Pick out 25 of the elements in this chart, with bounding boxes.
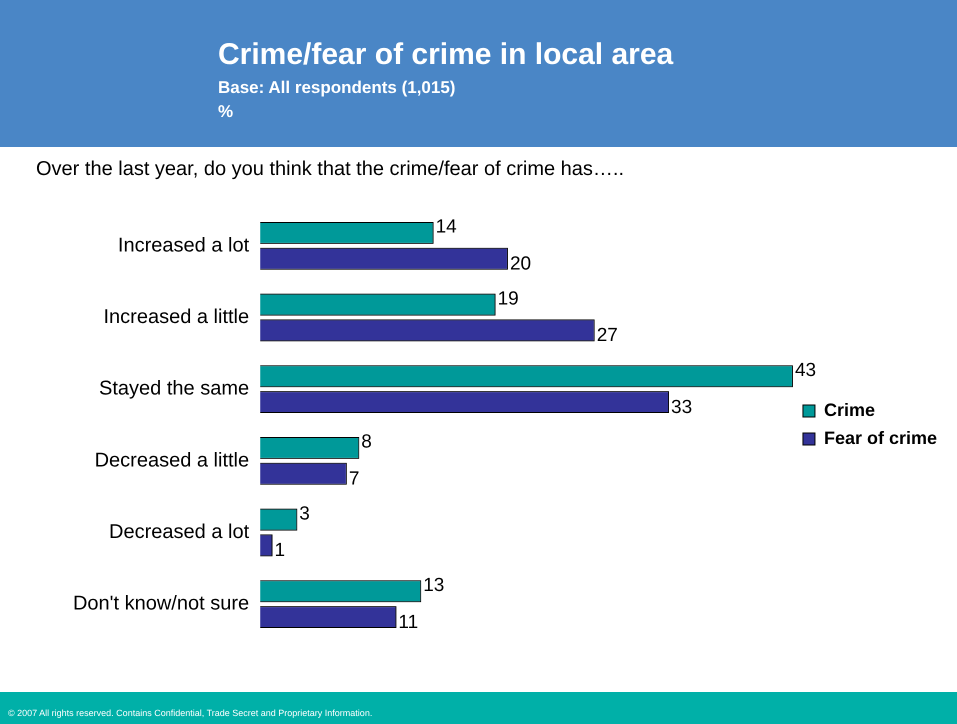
text: Over the last year, do you think that the crime/fear of crime has…..: [36, 158, 624, 181]
data-label: 11: [398, 612, 418, 633]
y-tick-label: Decreased a little: [94, 449, 250, 472]
chart-title: Crime/fear of crime in local area: [218, 38, 674, 72]
y-tick-label: Increased a lot: [118, 234, 250, 256]
data-label: 43: [794, 360, 816, 381]
data-label: 20: [510, 253, 532, 274]
y-tick-label: Don't know/not sure: [72, 592, 250, 615]
chart-subtitle: Base: All respondents (1,015): [218, 78, 456, 98]
data-label: 7: [348, 468, 360, 490]
legend-label: Fear of crime: [824, 428, 937, 448]
y-tick-label: Increased a little: [103, 306, 250, 328]
data-label: 14: [436, 216, 458, 238]
data-label: 3: [299, 503, 310, 524]
data-label: 33: [671, 396, 692, 418]
data-label: 19: [498, 288, 519, 310]
text: © 2007 All rights reserved. Contains Confidential, Trade Secret and Proprietary Information.: [8, 708, 372, 718]
data-label: 1: [274, 540, 286, 562]
data-label: 27: [596, 325, 618, 346]
text: %: [218, 102, 234, 122]
y-tick-label: Stayed the same: [99, 378, 250, 400]
data-label: 13: [423, 575, 444, 596]
legend-label: Crime: [824, 400, 875, 420]
y-tick-label: Decreased a lot: [109, 521, 250, 544]
data-label: 8: [361, 432, 372, 453]
